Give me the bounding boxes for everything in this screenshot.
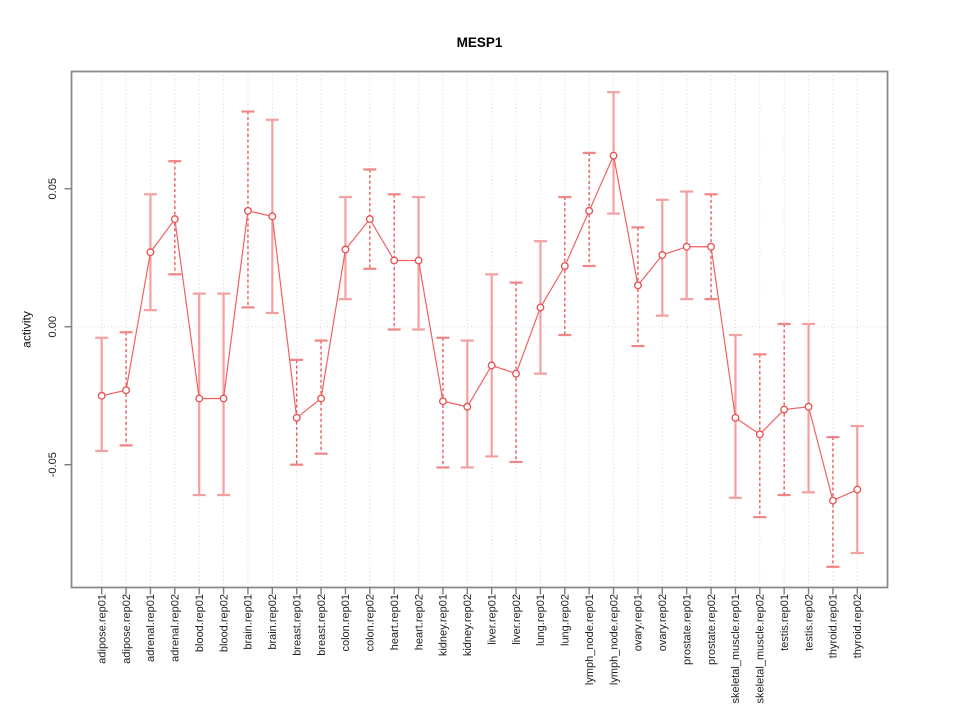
x-tick-label: thyroid.rep01	[828, 594, 840, 658]
x-tick-label: heart.rep02	[413, 594, 425, 650]
x-tick-label: testis.rep02	[803, 594, 815, 651]
data-point	[512, 369, 521, 378]
x-tick-label: ovary.rep01	[633, 594, 645, 651]
x-tick-label: colon.rep02	[365, 594, 377, 652]
data-point	[170, 215, 179, 224]
y-axis-label: activity	[20, 311, 34, 348]
data-point	[243, 206, 252, 215]
x-tick-label: testis.rep01	[779, 594, 791, 651]
data-point	[414, 256, 423, 265]
data-point	[146, 248, 155, 257]
data-point	[292, 413, 301, 422]
data-point	[219, 394, 228, 403]
x-tick-label: brain.rep02	[267, 594, 279, 650]
data-point	[341, 245, 350, 254]
x-tick-label: blood.rep02	[218, 594, 230, 652]
x-tick-label: brain.rep01	[243, 594, 255, 650]
x-tick-label: ovary.rep02	[657, 594, 669, 651]
data-point	[365, 215, 374, 224]
data-point	[97, 391, 106, 400]
x-tick-label: skeletal_muscle.rep02	[755, 594, 767, 703]
data-point	[536, 303, 545, 312]
x-tick-label: adrenal.rep02	[170, 594, 182, 662]
data-point	[122, 386, 131, 395]
x-tick-label: colon.rep01	[340, 594, 352, 652]
x-tick-label: heart.rep01	[389, 594, 401, 650]
data-point	[609, 151, 618, 160]
x-tick-label: liver.rep02	[511, 594, 523, 645]
data-point	[487, 361, 496, 370]
data-point	[658, 251, 667, 259]
x-tick-label: kidney.rep01	[438, 594, 450, 656]
x-tick-label: prostate.rep01	[681, 594, 693, 665]
data-point	[682, 242, 691, 251]
x-tick-label: liver.rep01	[486, 594, 498, 645]
x-tick-label: thyroid.rep02	[852, 594, 864, 658]
data-point	[755, 430, 764, 439]
series-line	[101, 153, 858, 502]
x-tick-label: skeletal_muscle.rep01	[730, 594, 742, 703]
data-point	[633, 281, 642, 290]
data-point-layer	[97, 151, 862, 505]
x-tick-label: prostate.rep02	[706, 594, 718, 665]
data-point	[828, 496, 837, 505]
chart-title: MESP1	[457, 35, 503, 50]
data-point	[707, 242, 716, 251]
data-point	[585, 206, 594, 215]
data-point	[463, 402, 472, 411]
x-tick-label: blood.rep01	[194, 594, 206, 652]
plot-border	[70, 70, 889, 589]
data-point	[438, 397, 447, 406]
data-point	[560, 262, 569, 270]
x-tick-label: breast.rep01	[291, 594, 303, 656]
data-point	[390, 256, 399, 265]
y-tick-label: -0.05	[47, 452, 59, 477]
axis-layer: adipose.rep01 adipose.rep02 adrenal.rep01 a…	[47, 70, 889, 703]
x-tick-label: lymph_node.rep01	[584, 594, 596, 685]
x-tick-label: adrenal.rep01	[145, 594, 157, 662]
y-tick-label: 0.05	[47, 178, 59, 199]
x-tick-label: lung.rep01	[535, 594, 547, 646]
data-point	[804, 402, 813, 411]
x-tick-label: breast.rep02	[316, 594, 328, 656]
y-tick-label: 0.00	[47, 316, 59, 337]
x-tick-label: adipose.rep01	[97, 594, 109, 664]
x-tick-label: adipose.rep02	[121, 594, 133, 664]
x-tick-label: lymph_node.rep02	[608, 594, 620, 685]
series-line-layer	[101, 153, 858, 502]
data-point	[731, 413, 740, 422]
data-point	[195, 394, 204, 403]
x-tick-label: kidney.rep02	[462, 594, 474, 656]
error-bar-layer	[95, 91, 864, 568]
data-point	[780, 405, 789, 414]
data-point	[268, 212, 277, 221]
data-point	[853, 485, 862, 494]
x-tick-label: lung.rep02	[560, 594, 572, 646]
data-point	[317, 394, 326, 403]
grid-layer	[71, 71, 888, 588]
